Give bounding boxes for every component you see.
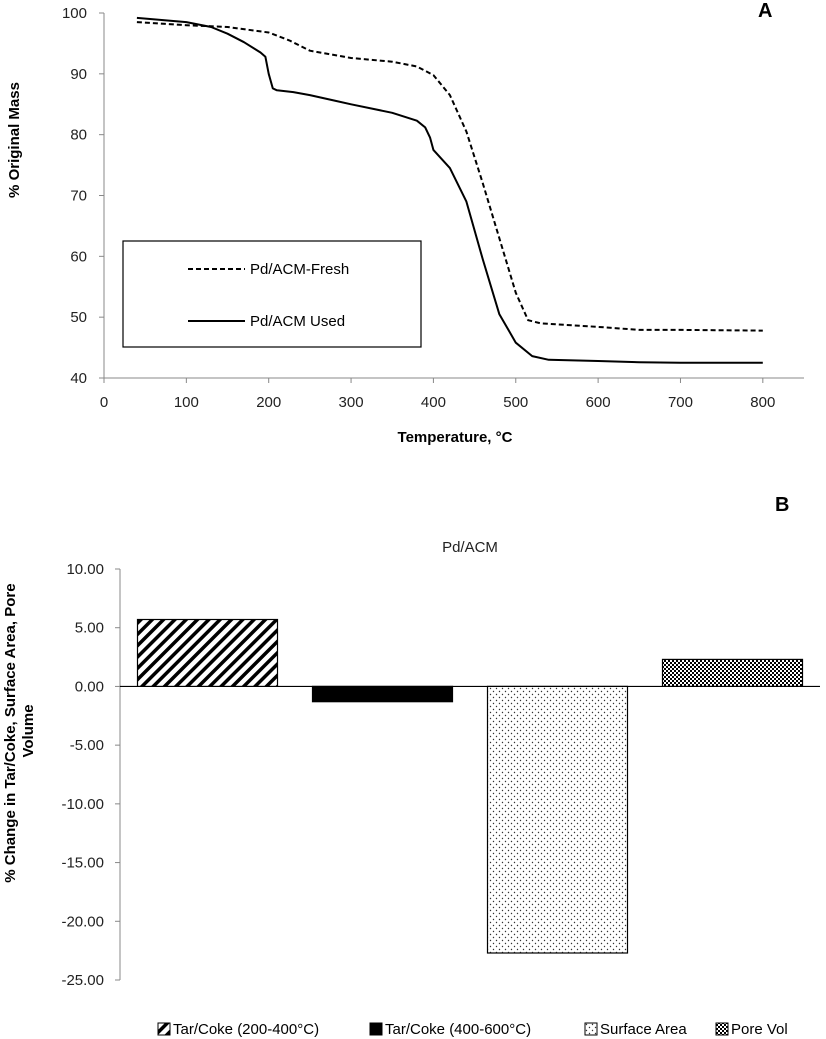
legend-item: Tar/Coke (400-600°C) xyxy=(369,1021,531,1038)
legend-swatch xyxy=(369,1022,383,1036)
x-tick-label: 100 xyxy=(174,394,199,411)
legend-label-fresh: Pd/ACM-Fresh xyxy=(250,261,349,278)
y-tick-label: -20.00 xyxy=(61,913,104,930)
x-tick-label: 300 xyxy=(339,394,364,411)
y-tick-label: -25.00 xyxy=(61,972,104,989)
x-tick-label: 600 xyxy=(586,394,611,411)
legend-label: Surface Area xyxy=(600,1021,687,1038)
legend-box xyxy=(122,240,422,348)
panel-b-chart-title: Pd/ACM xyxy=(442,539,498,556)
legend-label-used: Pd/ACM Used xyxy=(250,313,345,330)
panel-b-y-axis-title: % Change in Tar/Coke, Surface Area, Pore… xyxy=(2,579,37,882)
x-tick-label: 800 xyxy=(750,394,775,411)
bar-tar-coke-400-600-c xyxy=(311,685,454,703)
x-tick-label: 400 xyxy=(421,394,446,411)
bar-surface-area xyxy=(486,685,629,954)
legend-swatch xyxy=(584,1022,598,1036)
bar-tar-coke-200-400-c xyxy=(136,618,279,688)
panel-a-label: A xyxy=(758,0,772,22)
y-tick-label: 5.00 xyxy=(75,620,104,637)
y-tick-label: 70 xyxy=(70,188,87,205)
panel-b-label: B xyxy=(775,494,789,516)
panel-b-bar-chart: B Pd/ACM 10.00 5.00 0.00 -5.00 -10.00 -15.00 -… xyxy=(2,494,820,1038)
legend-label: Tar/Coke (200-400°C) xyxy=(173,1021,319,1038)
y-tick-label: -10.00 xyxy=(61,796,104,813)
legend-swatch xyxy=(715,1022,729,1036)
panel-a-line-chart: A 0 100 200 300 400 500 600 700 800 40 50 60 70 80 90 1… xyxy=(6,0,804,446)
x-tick-label: 500 xyxy=(503,394,528,411)
y-tick-label: 50 xyxy=(70,309,87,326)
y-tick-label: -5.00 xyxy=(70,737,104,754)
panel-a-x-axis-title: Temperature, °C xyxy=(398,429,513,446)
y-tick-label: 40 xyxy=(70,370,87,387)
x-tick-label: 0 xyxy=(100,394,108,411)
legend-item: Pore Vol xyxy=(715,1021,788,1038)
y-tick-label: 60 xyxy=(70,248,87,265)
x-tick-label: 700 xyxy=(668,394,693,411)
y-tick-label: 90 xyxy=(70,66,87,83)
series-line-fresh xyxy=(136,21,763,332)
panel-a-legend: Pd/ACM-Fresh Pd/ACM Used xyxy=(122,240,422,348)
legend-item: Surface Area xyxy=(584,1021,687,1038)
y-tick-label: 80 xyxy=(70,127,87,144)
bar-pore-vol xyxy=(661,658,804,688)
y-tick-label: 0.00 xyxy=(75,678,104,695)
legend-item: Tar/Coke (200-400°C) xyxy=(157,1021,319,1038)
y-tick-label: 100 xyxy=(62,5,87,22)
panel-b-legend: Tar/Coke (200-400°C) Tar/Coke (400-600°C)… xyxy=(157,1021,788,1038)
series-line-used xyxy=(136,16,763,364)
legend-label: Tar/Coke (400-600°C) xyxy=(385,1021,531,1038)
x-tick-label: 200 xyxy=(256,394,281,411)
y-tick-label: -15.00 xyxy=(61,855,104,872)
legend-label: Pore Vol xyxy=(731,1021,788,1038)
y-tick-label: 10.00 xyxy=(66,561,104,578)
legend-swatch xyxy=(157,1022,171,1036)
panel-a-y-axis-title: % Original Mass xyxy=(6,82,23,198)
